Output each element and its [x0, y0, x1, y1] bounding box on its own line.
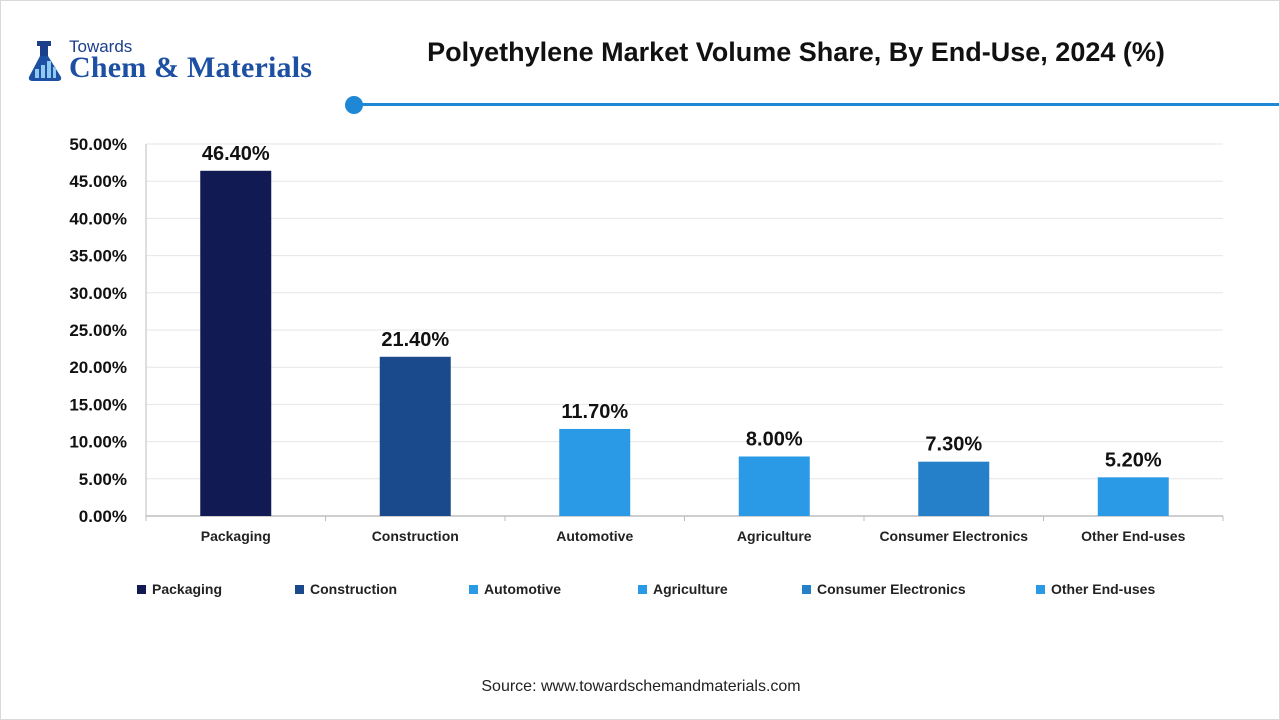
- x-tick-label: Construction: [372, 528, 459, 544]
- legend-swatch: [469, 584, 478, 594]
- x-tick-label: Automotive: [556, 528, 633, 544]
- bar-automotive: [559, 428, 631, 516]
- x-tick-label: Packaging: [201, 528, 271, 544]
- x-tick-label: Agriculture: [737, 528, 812, 544]
- y-tick-label: 45.00%: [69, 172, 127, 191]
- legend-item: Agriculture: [638, 581, 728, 597]
- data-label: 8.00%: [746, 428, 803, 450]
- title-rule: [355, 103, 1279, 106]
- bar-agriculture: [738, 456, 810, 516]
- data-label: 5.20%: [1105, 449, 1162, 471]
- legend-label: Agriculture: [653, 581, 728, 597]
- y-tick-label: 0.00%: [79, 507, 127, 526]
- source-note: Source: www.towardschemandmaterials.com: [481, 678, 801, 695]
- x-tick-label: Consumer Electronics: [879, 528, 1028, 544]
- legend-label: Packaging: [152, 581, 223, 597]
- bar-construction: [379, 356, 451, 516]
- flask-logo-icon: [28, 41, 62, 81]
- brand-name-small: Towards: [69, 37, 133, 56]
- legend-swatch: [638, 584, 647, 594]
- legend-item: Other End-uses: [1036, 581, 1155, 597]
- legend-swatch: [295, 584, 304, 594]
- x-tick-label: Other End-uses: [1081, 528, 1185, 544]
- y-tick-label: 35.00%: [69, 247, 127, 266]
- bar-chart: 0.00% 5.00% 10.00% 15.00% 20.00% 25.00% 30.00%…: [69, 135, 1224, 544]
- bar-other-end-uses: [1097, 477, 1169, 516]
- y-tick-label: 10.00%: [69, 433, 127, 452]
- chart-legend: Packaging Construction Automotive Agricultu…: [137, 581, 1237, 601]
- bar-consumer-electronics: [918, 461, 990, 516]
- data-label: 21.40%: [381, 329, 449, 351]
- legend-label: Automotive: [484, 581, 561, 597]
- y-tick-label: 5.00%: [79, 470, 127, 489]
- legend-item: Construction: [295, 581, 397, 597]
- legend-item: Consumer Electronics: [802, 581, 966, 597]
- brand-name-large: Chem & Materials: [69, 51, 313, 84]
- legend-item: Automotive: [469, 581, 561, 597]
- legend-label: Consumer Electronics: [817, 581, 966, 597]
- legend-swatch: [802, 584, 811, 594]
- legend-label: Other End-uses: [1051, 581, 1156, 597]
- brand-logo: Towards Chem & Materials: [23, 37, 333, 87]
- title-rule-dot: [345, 96, 363, 114]
- y-tick-label: 15.00%: [69, 395, 127, 414]
- legend-label: Construction: [310, 581, 398, 597]
- chart-title: Polyethylene Market Volume Share, By End…: [427, 37, 1165, 67]
- y-tick-label: 30.00%: [69, 284, 127, 303]
- y-tick-label: 40.00%: [69, 209, 127, 228]
- bar-packaging: [200, 170, 272, 516]
- legend-swatch: [137, 584, 146, 594]
- data-label: 46.40%: [202, 143, 270, 165]
- legend-swatch: [1036, 584, 1045, 594]
- legend-item: Packaging: [137, 581, 222, 597]
- y-tick-label: 25.00%: [69, 321, 127, 340]
- data-label: 7.30%: [925, 434, 982, 456]
- y-tick-label: 50.00%: [69, 135, 127, 154]
- y-tick-label: 20.00%: [69, 358, 127, 377]
- data-label: 11.70%: [561, 401, 628, 423]
